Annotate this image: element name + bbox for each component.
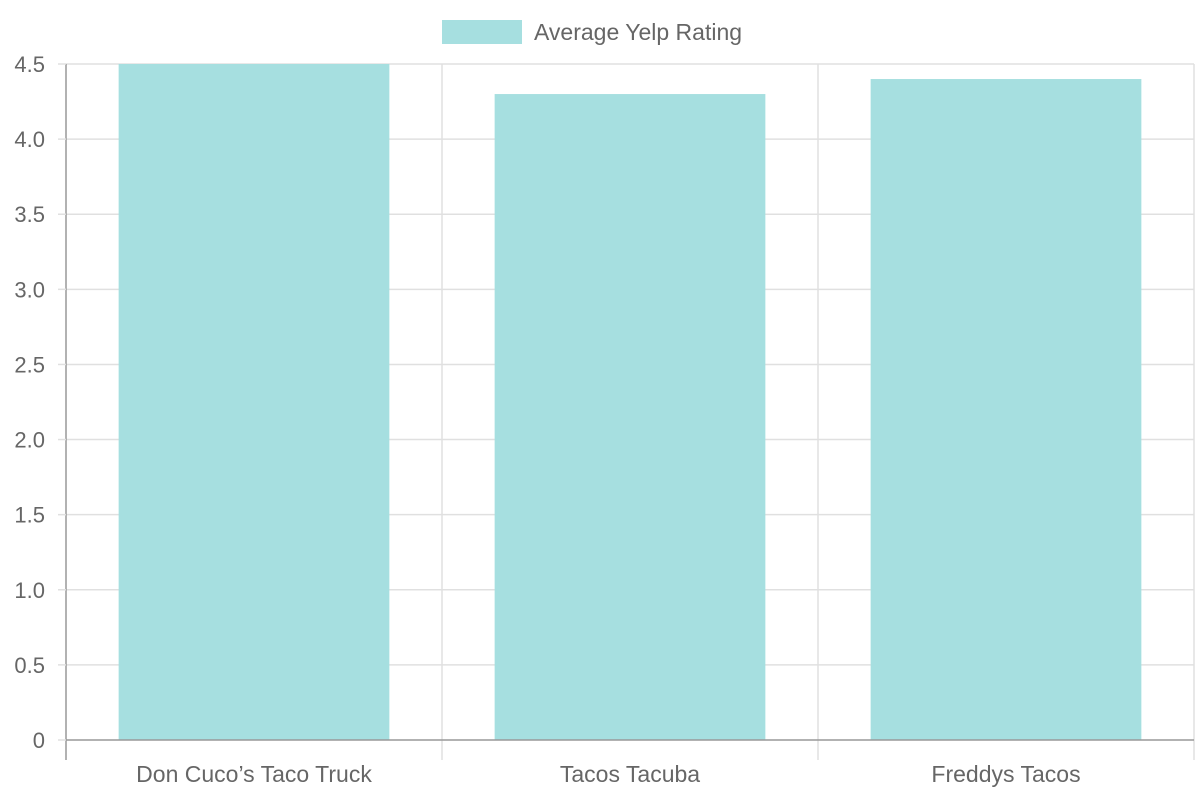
y-tick-label: 3.0 xyxy=(14,277,45,302)
y-tick-label: 1.5 xyxy=(14,503,45,528)
x-tick-label: Tacos Tacuba xyxy=(560,761,700,787)
x-tick-label: Freddys Tacos xyxy=(931,761,1080,787)
y-tick-label: 1.0 xyxy=(14,578,45,603)
x-tick-label: Don Cuco’s Taco Truck xyxy=(136,761,372,787)
legend-label: Average Yelp Rating xyxy=(534,19,742,45)
bars xyxy=(118,64,1142,741)
axes xyxy=(65,64,1194,760)
y-axis-ticks: 0 0.5 1.0 1.5 2.0 2.5 3.0 3.5 4.0 4.5 xyxy=(14,52,66,753)
y-tick-label: 2.5 xyxy=(14,352,45,377)
y-tick-label: 3.5 xyxy=(14,202,45,227)
x-axis-ticks: Don Cuco’s Taco Truck Tacos Tacuba Freddys… xyxy=(136,761,1080,787)
legend: Average Yelp Rating xyxy=(442,19,742,45)
bar xyxy=(870,79,1142,741)
y-tick-label: 2.0 xyxy=(14,428,45,453)
legend-swatch xyxy=(442,20,522,44)
bar xyxy=(494,94,766,741)
y-tick-label: 0 xyxy=(33,728,45,753)
bar xyxy=(118,64,390,740)
y-tick-label: 4.0 xyxy=(14,127,45,152)
y-tick-label: 0.5 xyxy=(14,653,45,678)
y-tick-label: 4.5 xyxy=(14,52,45,77)
